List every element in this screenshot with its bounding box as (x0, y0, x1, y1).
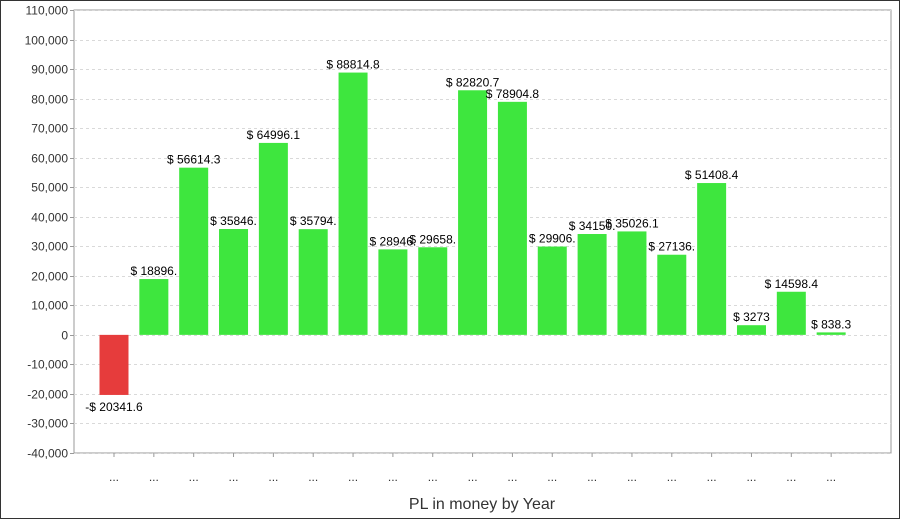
x-tick-label: ... (189, 470, 199, 484)
y-tick-label: 30,000 (31, 240, 68, 254)
data-label: $ 29906. (529, 232, 576, 246)
bars (99, 72, 846, 395)
y-tick-label: 0 (61, 329, 68, 343)
data-label: $ 82820.7 (446, 75, 500, 89)
bar (338, 72, 368, 335)
bar (219, 229, 249, 335)
bar (497, 101, 527, 335)
x-tick-label: ... (109, 470, 119, 484)
data-label: $ 64996.1 (247, 128, 301, 142)
y-tick-label: 90,000 (31, 63, 68, 77)
y-tick-label: -40,000 (27, 447, 68, 461)
data-label: $ 28946. (370, 234, 417, 248)
data-labels: -$ 20341.6 $ 18896. $ 56614.3 $ 35846. $ 649… (85, 58, 851, 414)
bar (736, 325, 766, 335)
data-label: $ 3273 (733, 310, 770, 324)
y-tick-label: 70,000 (31, 122, 68, 136)
bar (657, 254, 687, 335)
x-tick-label: ... (786, 470, 796, 484)
bar (697, 183, 727, 335)
y-axis: -40,000 -30,000 -20,000 -10,000 0 10,000 20,00… (25, 4, 74, 461)
x-tick-label: ... (507, 470, 517, 484)
data-label: $ 14598.4 (765, 277, 819, 291)
data-label: -$ 20341.6 (85, 400, 143, 414)
bar (458, 90, 488, 335)
bar (139, 279, 169, 335)
bar (378, 249, 408, 335)
x-tick-label: ... (428, 470, 438, 484)
x-tick-label: ... (547, 470, 557, 484)
y-tick-label: 40,000 (31, 211, 68, 225)
bar (776, 291, 806, 335)
data-label: $ 18896. (130, 264, 177, 278)
x-tick-label: ... (627, 470, 637, 484)
data-label: $ 78904.8 (486, 87, 540, 101)
data-label: $ 27136. (648, 240, 695, 254)
x-axis: ........................................… (109, 453, 836, 484)
y-tick-label: 100,000 (25, 34, 69, 48)
y-tick-label: -30,000 (27, 417, 68, 431)
y-tick-label: 20,000 (31, 270, 68, 284)
x-tick-label: ... (348, 470, 358, 484)
bar (179, 167, 209, 335)
data-label: $ 88814.8 (326, 58, 380, 72)
x-tick-label: ... (746, 470, 756, 484)
bar (258, 142, 288, 335)
x-tick-label: ... (826, 470, 836, 484)
bar (298, 229, 328, 335)
x-tick-label: ... (229, 470, 239, 484)
y-tick-label: 110,000 (26, 4, 69, 18)
data-label: $ 34150. (569, 219, 616, 233)
bar (99, 334, 129, 395)
y-tick-label: -10,000 (27, 358, 68, 372)
bar (537, 246, 567, 335)
bar (617, 231, 647, 335)
x-axis-label: PL in money by Year (409, 496, 556, 513)
bar (816, 332, 846, 335)
x-tick-label: ... (388, 470, 398, 484)
data-label: $ 56614.3 (167, 153, 221, 167)
y-tick-label: 60,000 (31, 152, 68, 166)
bar (577, 234, 607, 335)
x-tick-label: ... (707, 470, 717, 484)
y-tick-label: -20,000 (27, 388, 68, 402)
x-tick-label: ... (268, 470, 278, 484)
data-label: $ 35794. (290, 214, 337, 228)
data-label: $ 35026.1 (605, 216, 659, 230)
x-tick-label: ... (308, 470, 318, 484)
x-tick-label: ... (667, 470, 677, 484)
y-tick-label: 50,000 (31, 181, 68, 195)
x-tick-label: ... (468, 470, 478, 484)
data-label: $ 838.3 (811, 317, 851, 331)
data-label: $ 29658. (409, 232, 456, 246)
data-label: $ 35846. (210, 214, 257, 228)
y-tick-label: 80,000 (31, 93, 68, 107)
x-tick-label: ... (149, 470, 159, 484)
x-tick-label: ... (587, 470, 597, 484)
data-label: $ 51408.4 (685, 168, 739, 182)
y-tick-label: 10,000 (31, 299, 68, 313)
bar (418, 247, 448, 335)
